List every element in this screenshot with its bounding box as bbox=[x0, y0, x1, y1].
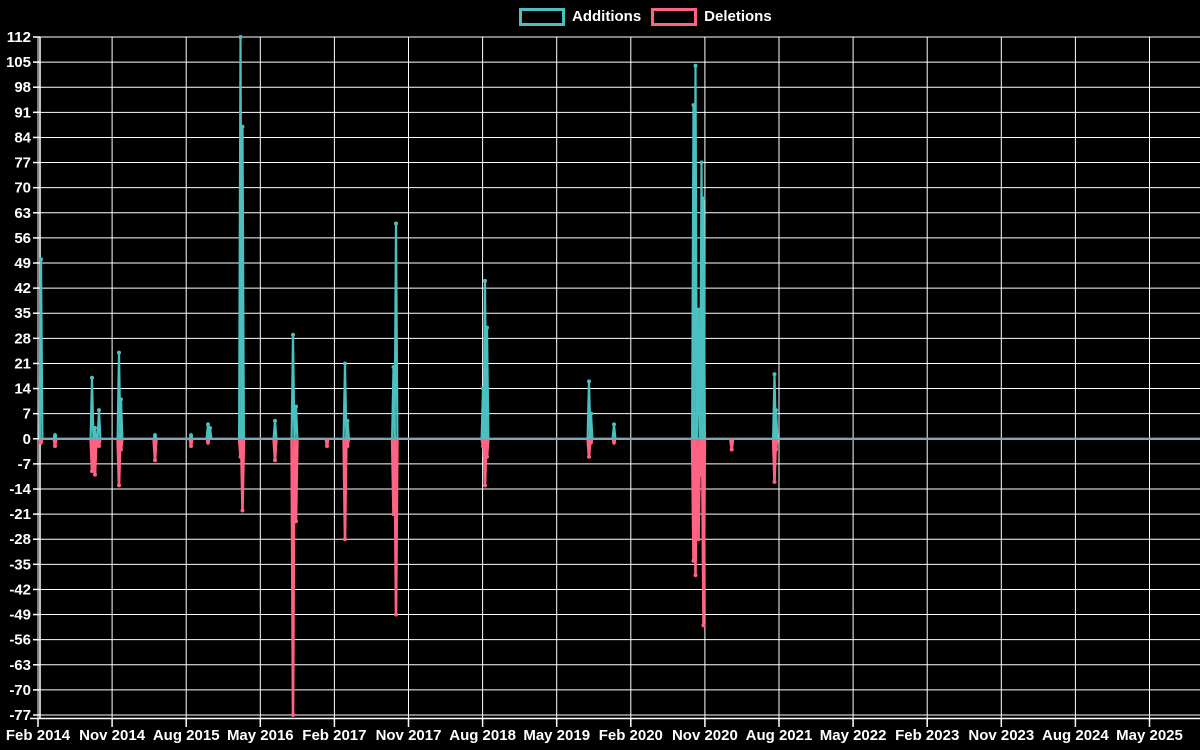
deletions-swatch-icon bbox=[651, 8, 698, 26]
svg-text:-63: -63 bbox=[9, 657, 31, 674]
svg-text:105: 105 bbox=[6, 54, 31, 71]
svg-text:77: 77 bbox=[14, 155, 31, 172]
svg-text:Aug 2021: Aug 2021 bbox=[746, 727, 813, 744]
svg-text:70: 70 bbox=[14, 180, 31, 197]
svg-text:-70: -70 bbox=[9, 682, 31, 699]
svg-text:Aug 2015: Aug 2015 bbox=[153, 727, 220, 744]
svg-text:Aug 2024: Aug 2024 bbox=[1042, 727, 1109, 744]
svg-text:Nov 2014: Nov 2014 bbox=[79, 727, 146, 744]
legend-label-deletions: Deletions bbox=[704, 8, 772, 25]
svg-text:42: 42 bbox=[14, 280, 31, 297]
svg-text:112: 112 bbox=[7, 29, 31, 46]
svg-text:May 2025: May 2025 bbox=[1116, 727, 1183, 744]
svg-text:56: 56 bbox=[14, 230, 31, 247]
svg-text:Nov 2023: Nov 2023 bbox=[968, 727, 1034, 744]
svg-text:-77: -77 bbox=[9, 707, 31, 724]
svg-text:May 2016: May 2016 bbox=[227, 727, 294, 744]
chart-legend: Additions Deletions bbox=[519, 8, 772, 26]
svg-text:-56: -56 bbox=[9, 632, 31, 649]
svg-text:7: 7 bbox=[23, 406, 31, 423]
svg-text:14: 14 bbox=[14, 381, 31, 398]
svg-text:Nov 2020: Nov 2020 bbox=[672, 727, 738, 744]
additions-swatch-icon bbox=[519, 8, 565, 26]
svg-text:Feb 2014: Feb 2014 bbox=[6, 727, 71, 744]
svg-text:91: 91 bbox=[14, 104, 31, 121]
svg-text:28: 28 bbox=[14, 330, 31, 347]
svg-text:63: 63 bbox=[14, 205, 31, 222]
svg-text:May 2019: May 2019 bbox=[523, 727, 590, 744]
svg-text:Aug 2018: Aug 2018 bbox=[449, 727, 516, 744]
svg-text:Feb 2023: Feb 2023 bbox=[895, 727, 959, 744]
svg-text:84: 84 bbox=[14, 129, 31, 146]
svg-text:98: 98 bbox=[14, 79, 31, 96]
svg-text:Feb 2017: Feb 2017 bbox=[302, 727, 366, 744]
svg-text:Feb 2020: Feb 2020 bbox=[599, 727, 663, 744]
svg-text:49: 49 bbox=[14, 255, 31, 272]
svg-text:21: 21 bbox=[14, 355, 31, 372]
svg-text:-42: -42 bbox=[9, 581, 31, 598]
legend-item-deletions[interactable]: Deletions bbox=[651, 8, 772, 26]
svg-text:0: 0 bbox=[23, 431, 31, 448]
svg-text:-7: -7 bbox=[18, 456, 31, 473]
svg-text:-14: -14 bbox=[9, 481, 31, 498]
svg-text:-21: -21 bbox=[9, 506, 31, 523]
legend-item-additions[interactable]: Additions bbox=[519, 8, 641, 26]
svg-text:35: 35 bbox=[14, 305, 31, 322]
svg-text:-28: -28 bbox=[9, 531, 31, 548]
svg-text:May 2022: May 2022 bbox=[820, 727, 887, 744]
legend-label-additions: Additions bbox=[572, 8, 642, 25]
svg-text:-49: -49 bbox=[9, 607, 31, 624]
svg-text:-35: -35 bbox=[9, 556, 31, 573]
svg-text:Nov 2017: Nov 2017 bbox=[376, 727, 442, 744]
